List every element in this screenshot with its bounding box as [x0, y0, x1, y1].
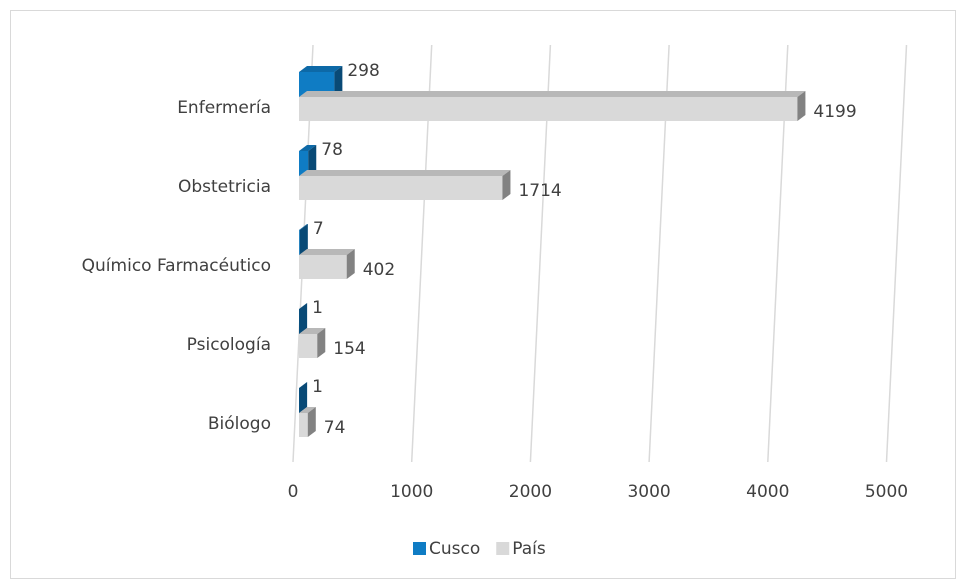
bar-top — [299, 224, 308, 230]
data-label: 74 — [324, 418, 346, 438]
bar-side — [299, 224, 308, 255]
data-label: 1714 — [518, 181, 561, 201]
data-label: 154 — [333, 339, 365, 359]
bar-top — [299, 382, 308, 388]
bar-3d — [299, 407, 316, 437]
bar-3d — [299, 145, 317, 176]
bar-side — [502, 170, 511, 200]
y-tick-label: Biólogo — [208, 414, 271, 434]
bar-3d — [299, 328, 326, 358]
data-label: 402 — [363, 260, 395, 280]
bar — [299, 255, 347, 279]
bar — [299, 176, 503, 200]
bar-top — [299, 407, 316, 413]
bar — [299, 334, 318, 358]
bar — [299, 97, 798, 121]
bar — [299, 151, 309, 176]
bar-3d — [299, 91, 806, 121]
legend-swatch — [496, 542, 510, 555]
bar-top — [299, 249, 355, 255]
x-tick-label: 2000 — [509, 482, 552, 502]
x-tick-label: 1000 — [390, 482, 433, 502]
y-tick-label: Químico Farmacéutico — [82, 256, 271, 276]
bar-side — [299, 303, 308, 334]
bar-top — [299, 91, 806, 97]
data-label: 4199 — [813, 102, 856, 122]
y-tick-label: Obstetricia — [178, 177, 271, 197]
bar-side — [797, 91, 806, 121]
bar — [299, 230, 300, 255]
bar-3d — [299, 303, 308, 334]
bar-side — [346, 249, 355, 279]
bar-top — [299, 170, 511, 176]
data-label: 78 — [321, 140, 343, 160]
bar-3d — [299, 170, 511, 200]
bar-3d — [299, 249, 355, 279]
bar-side — [307, 407, 316, 437]
bar-3d — [299, 224, 308, 255]
x-tick-label: 0 — [288, 482, 299, 502]
bar-top — [299, 66, 343, 72]
y-tick-label: Enfermería — [177, 98, 271, 118]
bar-top — [299, 303, 308, 309]
bar-side — [317, 328, 326, 358]
x-tick-label: 5000 — [865, 482, 908, 502]
data-label: 7 — [313, 219, 324, 239]
bar-side — [308, 145, 317, 176]
legend-swatch — [413, 542, 426, 555]
bar-3d — [299, 382, 308, 413]
bar-side — [299, 382, 308, 413]
legend-label: Cusco — [429, 539, 480, 559]
legend-label: País — [512, 539, 546, 559]
grid-line — [885, 44, 908, 463]
x-tick-label: 4000 — [746, 482, 789, 502]
x-tick-label: 3000 — [627, 482, 670, 502]
data-label: 298 — [347, 61, 379, 81]
bar-top — [299, 145, 317, 151]
bar — [299, 413, 308, 437]
bar-side — [334, 66, 343, 97]
y-tick-label: Psicología — [187, 335, 271, 355]
bar-top — [299, 328, 326, 334]
data-label: 1 — [312, 377, 323, 397]
data-label: 1 — [312, 298, 323, 318]
